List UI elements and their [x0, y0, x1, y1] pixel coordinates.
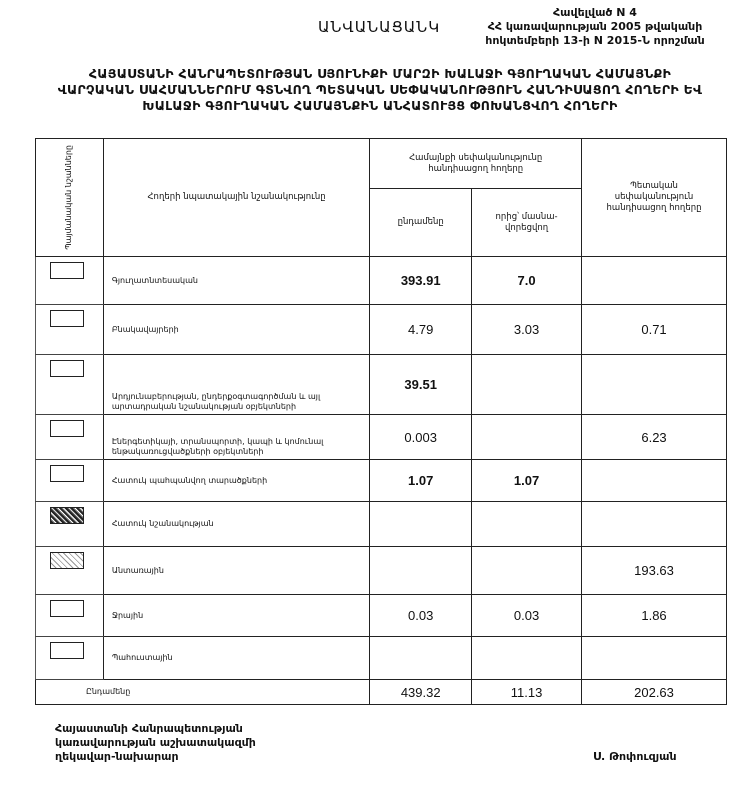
legend-swatch-icon [50, 262, 84, 279]
land-purpose: Արդյունաբերության, ընդերքօգտագործման և ա… [102, 354, 371, 415]
legend-cell [35, 304, 104, 355]
community-total: 1.07 [369, 459, 473, 502]
header-total: ընդամենը [369, 188, 473, 257]
annex-line: Հավելված N 4 [553, 6, 637, 19]
land-purpose: Ջրային [102, 594, 371, 637]
legend-swatch-icon [50, 360, 84, 377]
signatory-name: Ս. Թոփուզյան [593, 750, 677, 763]
state-land: 6.23 [581, 414, 727, 460]
community-private [471, 501, 583, 547]
state-land: 193.63 [581, 546, 727, 595]
community-private [471, 414, 583, 460]
heading-line: ՎԱՐՉԱԿԱՆ ՍԱՀՄԱՆՆԵՐՈՒՄ ԳՏՆՎՈՂ ՊԵՏԱԿԱՆ ՍԵՓ… [57, 82, 703, 97]
position-line: Հայաստանի Հանրապետության [55, 722, 243, 735]
community-private [471, 354, 583, 415]
state-land: 0.71 [581, 304, 727, 355]
state-land [581, 354, 727, 415]
position-line: կառավարության աշխատակազմի [55, 736, 256, 749]
legend-cell [35, 594, 104, 637]
legend-cell [35, 256, 104, 305]
community-private: 3.03 [471, 304, 583, 355]
position-line: ղեկավար-նախարար [55, 750, 179, 763]
community-total: 0.003 [369, 414, 473, 460]
legend-cell [35, 414, 104, 460]
legend-swatch-icon [50, 600, 84, 617]
community-total [369, 636, 473, 680]
totals-state: 202.63 [581, 679, 727, 705]
totals-total: 439.32 [369, 679, 473, 705]
community-total: 0.03 [369, 594, 473, 637]
header-community: Համայնքի սեփականությունը հանդիսացող հողե… [369, 138, 583, 189]
community-total: 39.51 [369, 354, 473, 415]
table-row: Պահուստային [35, 636, 727, 680]
annex-line: հոկտեմբերի 13-ի N 2015-Ն որոշման [485, 34, 705, 47]
legend-cell [35, 501, 104, 547]
legend-swatch-icon [50, 507, 84, 524]
community-private: 0.03 [471, 594, 583, 637]
header-legend-text: Պայմանական նշանները [64, 145, 74, 250]
table-row: Արդյունաբերության, ընդերքօգտագործման և ա… [35, 354, 727, 415]
legend-swatch-icon [50, 420, 84, 437]
land-purpose: Բնակավայրերի [102, 304, 371, 355]
document-title: ԱՆՎԱՆԱՑԱՆԿ [318, 18, 441, 36]
totals-private: 11.13 [471, 679, 583, 705]
land-purpose: Հատուկ նշանակության [102, 501, 371, 547]
state-land [581, 636, 727, 680]
community-private [471, 546, 583, 595]
state-land [581, 459, 727, 502]
legend-cell [35, 459, 104, 502]
document-heading: ՀԱՅԱՍՏԱՆԻ ՀԱՆՐԱՊԵՏՈՒԹՅԱՆ ՍՅՈՒՆԻՔԻ ՄԱՐԶԻ … [40, 66, 720, 114]
community-total [369, 501, 473, 547]
state-land: 1.86 [581, 594, 727, 637]
legend-swatch-icon [50, 552, 84, 569]
legend-swatch-icon [50, 642, 84, 659]
state-land [581, 501, 727, 547]
table-row: Բնակավայրերի 4.79 3.03 0.71 [35, 304, 727, 355]
land-table: Պայմանական նշանները Հողերի նպատակային նշ… [34, 138, 727, 705]
annex-line: ՀՀ կառավարության 2005 թվականի [487, 20, 703, 33]
land-purpose: Գյուղատնտեսական [102, 256, 371, 305]
header-legend: Պայմանական նշանները [35, 138, 104, 257]
table-row: Անտառային 193.63 [35, 546, 727, 595]
community-total: 4.79 [369, 304, 473, 355]
totals-row: Ընդամենը 439.32 11.13 202.63 [34, 679, 727, 705]
legend-swatch-icon [50, 465, 84, 482]
community-private: 7.0 [471, 256, 583, 305]
land-purpose: Էներգետիկայի, տրանսպորտի, կապի և կոմունա… [102, 414, 371, 460]
heading-line: ՀԱՅԱՍՏԱՆԻ ՀԱՆՐԱՊԵՏՈՒԹՅԱՆ ՍՅՈՒՆԻՔԻ ՄԱՐԶԻ … [88, 66, 672, 81]
legend-cell [35, 636, 104, 680]
table-row: Գյուղատնտեսական 393.91 7.0 [35, 256, 727, 305]
header-purpose: Հողերի նպատակային նշանակությունը [102, 138, 371, 257]
land-purpose: Անտառային [102, 546, 371, 595]
table-row: Հատուկ պահպանվող տարածքների 1.07 1.07 [35, 459, 727, 502]
heading-line: ԽԱԼԱՋԻ ԳՅՈՒՂԱԿԱՆ ՀԱՄԱՅՆՔԻՆ ԱՆՀԱՏՈՒՅՑ ՓՈԽ… [142, 98, 618, 113]
annex-reference: Հավելված N 4 ՀՀ կառավարության 2005 թվակա… [470, 6, 720, 48]
legend-cell [35, 354, 104, 415]
community-private: 1.07 [471, 459, 583, 502]
legend-cell [35, 546, 104, 595]
community-private [471, 636, 583, 680]
totals-label: Ընդամենը [34, 679, 371, 705]
signatory-position: Հայաստանի Հանրապետության կառավարության ա… [55, 722, 256, 764]
community-total [369, 546, 473, 595]
land-purpose: Պահուստային [102, 636, 371, 680]
table-row: Հատուկ նշանակության [35, 501, 727, 547]
state-land [581, 256, 727, 305]
table-row: Ջրային 0.03 0.03 1.86 [35, 594, 727, 637]
community-total: 393.91 [369, 256, 473, 305]
land-purpose: Հատուկ պահպանվող տարածքների [102, 459, 371, 502]
header-of-which: որից՝ մասնա-վորեցվող [471, 188, 583, 257]
legend-swatch-icon [50, 310, 84, 327]
table-row: Էներգետիկայի, տրանսպորտի, կապի և կոմունա… [35, 414, 727, 460]
header-state: Պետական սեփականություն հանդիսացող հողերը [581, 138, 727, 257]
